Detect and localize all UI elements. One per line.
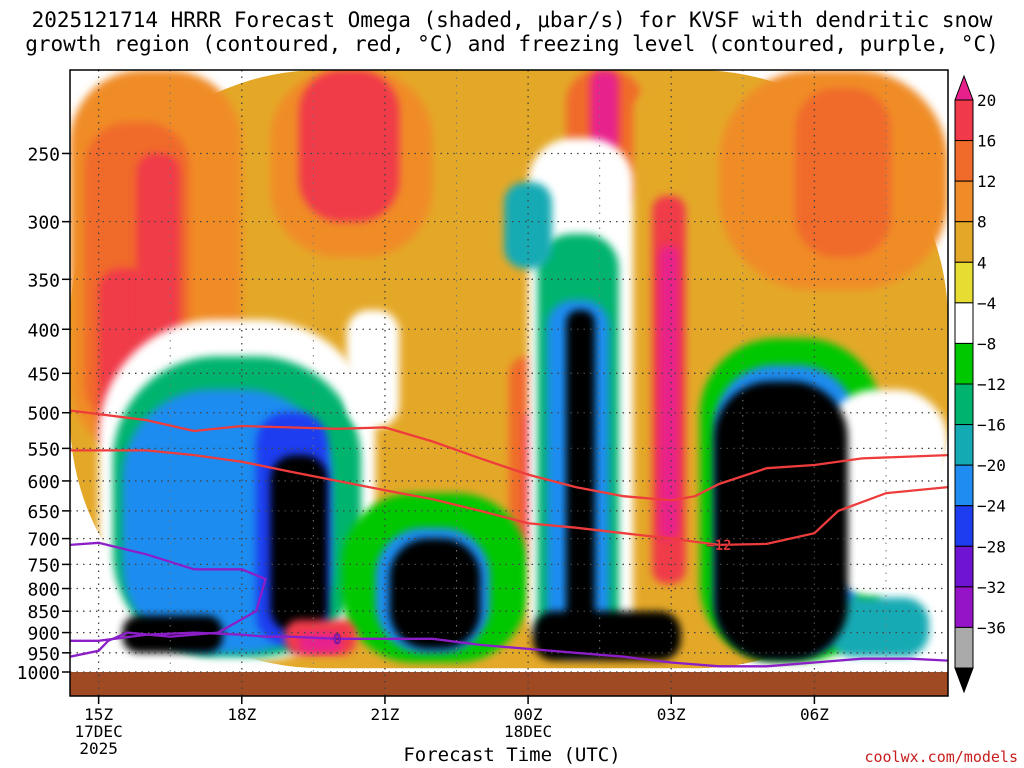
- y-tick-label: 550: [27, 439, 60, 460]
- colorbar-swatch: [954, 586, 974, 628]
- colorbar-swatch: [954, 261, 974, 304]
- x-tick-label: 21Z: [370, 705, 399, 724]
- y-tick-label: 950: [27, 644, 60, 665]
- colorbar-swatch: [954, 545, 974, 588]
- x-tick-label: 15Z: [84, 705, 113, 724]
- colorbar-swatch: [954, 99, 974, 142]
- colorbar-swatch: [954, 302, 974, 344]
- omega-cell: [389, 538, 481, 649]
- colorbar-label: −20: [977, 456, 1006, 475]
- y-tick-label: 1000: [17, 663, 60, 684]
- colorbar-label: −24: [977, 497, 1006, 516]
- omega-cell: [346, 310, 400, 428]
- colorbar-top-arrow: [954, 74, 974, 101]
- omega-cell: [566, 310, 595, 645]
- colorbar-label: −12: [977, 375, 1006, 394]
- colorbar-label: −36: [977, 618, 1006, 637]
- y-tick-label: 700: [27, 530, 60, 551]
- y-tick-label: 450: [27, 364, 60, 385]
- contour-line: [70, 449, 948, 547]
- omega-cell: [795, 88, 891, 258]
- y-tick-label: 900: [27, 624, 60, 645]
- y-tick-label: 400: [27, 320, 60, 341]
- colorbar-bottom-arrow: [954, 667, 974, 694]
- colorbar-label: 20: [977, 91, 996, 110]
- colorbar-label: 12: [977, 172, 996, 191]
- omega-cell: [633, 88, 686, 222]
- colorbar-swatch: [954, 626, 974, 669]
- colorbar-label: 8: [977, 213, 987, 232]
- colorbar-label: −28: [977, 537, 1006, 556]
- chart-title-line-2: growth region (contoured, red, °C) and f…: [25, 32, 999, 56]
- y-tick-label: 850: [27, 602, 60, 623]
- x-tick-year: 2025: [79, 739, 118, 758]
- chart-title-line-1: 2025121714 HRRR Forecast Omega (shaded, …: [31, 8, 993, 32]
- colorbar-swatch: [954, 342, 974, 385]
- plot-frame: [69, 69, 949, 697]
- y-tick-label: 600: [27, 472, 60, 493]
- y-tick-label: 350: [27, 270, 60, 291]
- y-tick-label: 650: [27, 502, 60, 523]
- y-tick-label: 800: [27, 580, 60, 601]
- contour-line: [70, 541, 267, 658]
- omega-cell: [299, 70, 400, 222]
- colorbar-swatch: [954, 464, 974, 507]
- omega-cell: [504, 182, 552, 269]
- ground-band: [70, 672, 948, 696]
- omega-cell: [270, 455, 328, 633]
- colorbar-swatch: [954, 383, 974, 426]
- contour-label: 0: [333, 632, 341, 648]
- colorbar-swatch: [954, 424, 974, 466]
- x-tick-date: 18DEC: [504, 722, 552, 741]
- x-tick-date: 17DEC: [75, 722, 123, 741]
- contour-label: −12: [706, 538, 731, 554]
- colorbar-label: −32: [977, 578, 1006, 597]
- colorbar-label: −8: [977, 334, 996, 353]
- x-axis-title: Forecast Time (UTC): [403, 744, 621, 766]
- omega-cell: [136, 153, 180, 348]
- colorbar-swatch: [954, 505, 974, 547]
- colorbar-label: 4: [977, 253, 987, 272]
- site-credit[interactable]: coolwx.com/models: [864, 748, 1018, 766]
- y-tick-label: 750: [27, 555, 60, 576]
- colorbar-swatch: [954, 221, 974, 263]
- y-tick-label: 500: [27, 404, 60, 425]
- colorbar-label: −4: [977, 294, 996, 313]
- x-tick-label: 18Z: [227, 705, 256, 724]
- omega-cell: [532, 611, 681, 661]
- x-tick-label: 00Z: [514, 705, 543, 724]
- omega-cell: [659, 245, 679, 539]
- contour-line: [70, 409, 948, 502]
- y-tick-label: 300: [27, 213, 60, 234]
- colorbar-swatch: [954, 140, 974, 182]
- colorbar-label: 16: [977, 132, 996, 151]
- omega-cell: [590, 70, 619, 154]
- x-tick-label: 06Z: [800, 705, 829, 724]
- x-tick-label: 03Z: [657, 705, 686, 724]
- colorbar-label: −16: [977, 416, 1006, 435]
- colorbar-swatch: [954, 180, 974, 223]
- y-tick-label: 250: [27, 144, 60, 165]
- omega-cell: [828, 597, 929, 657]
